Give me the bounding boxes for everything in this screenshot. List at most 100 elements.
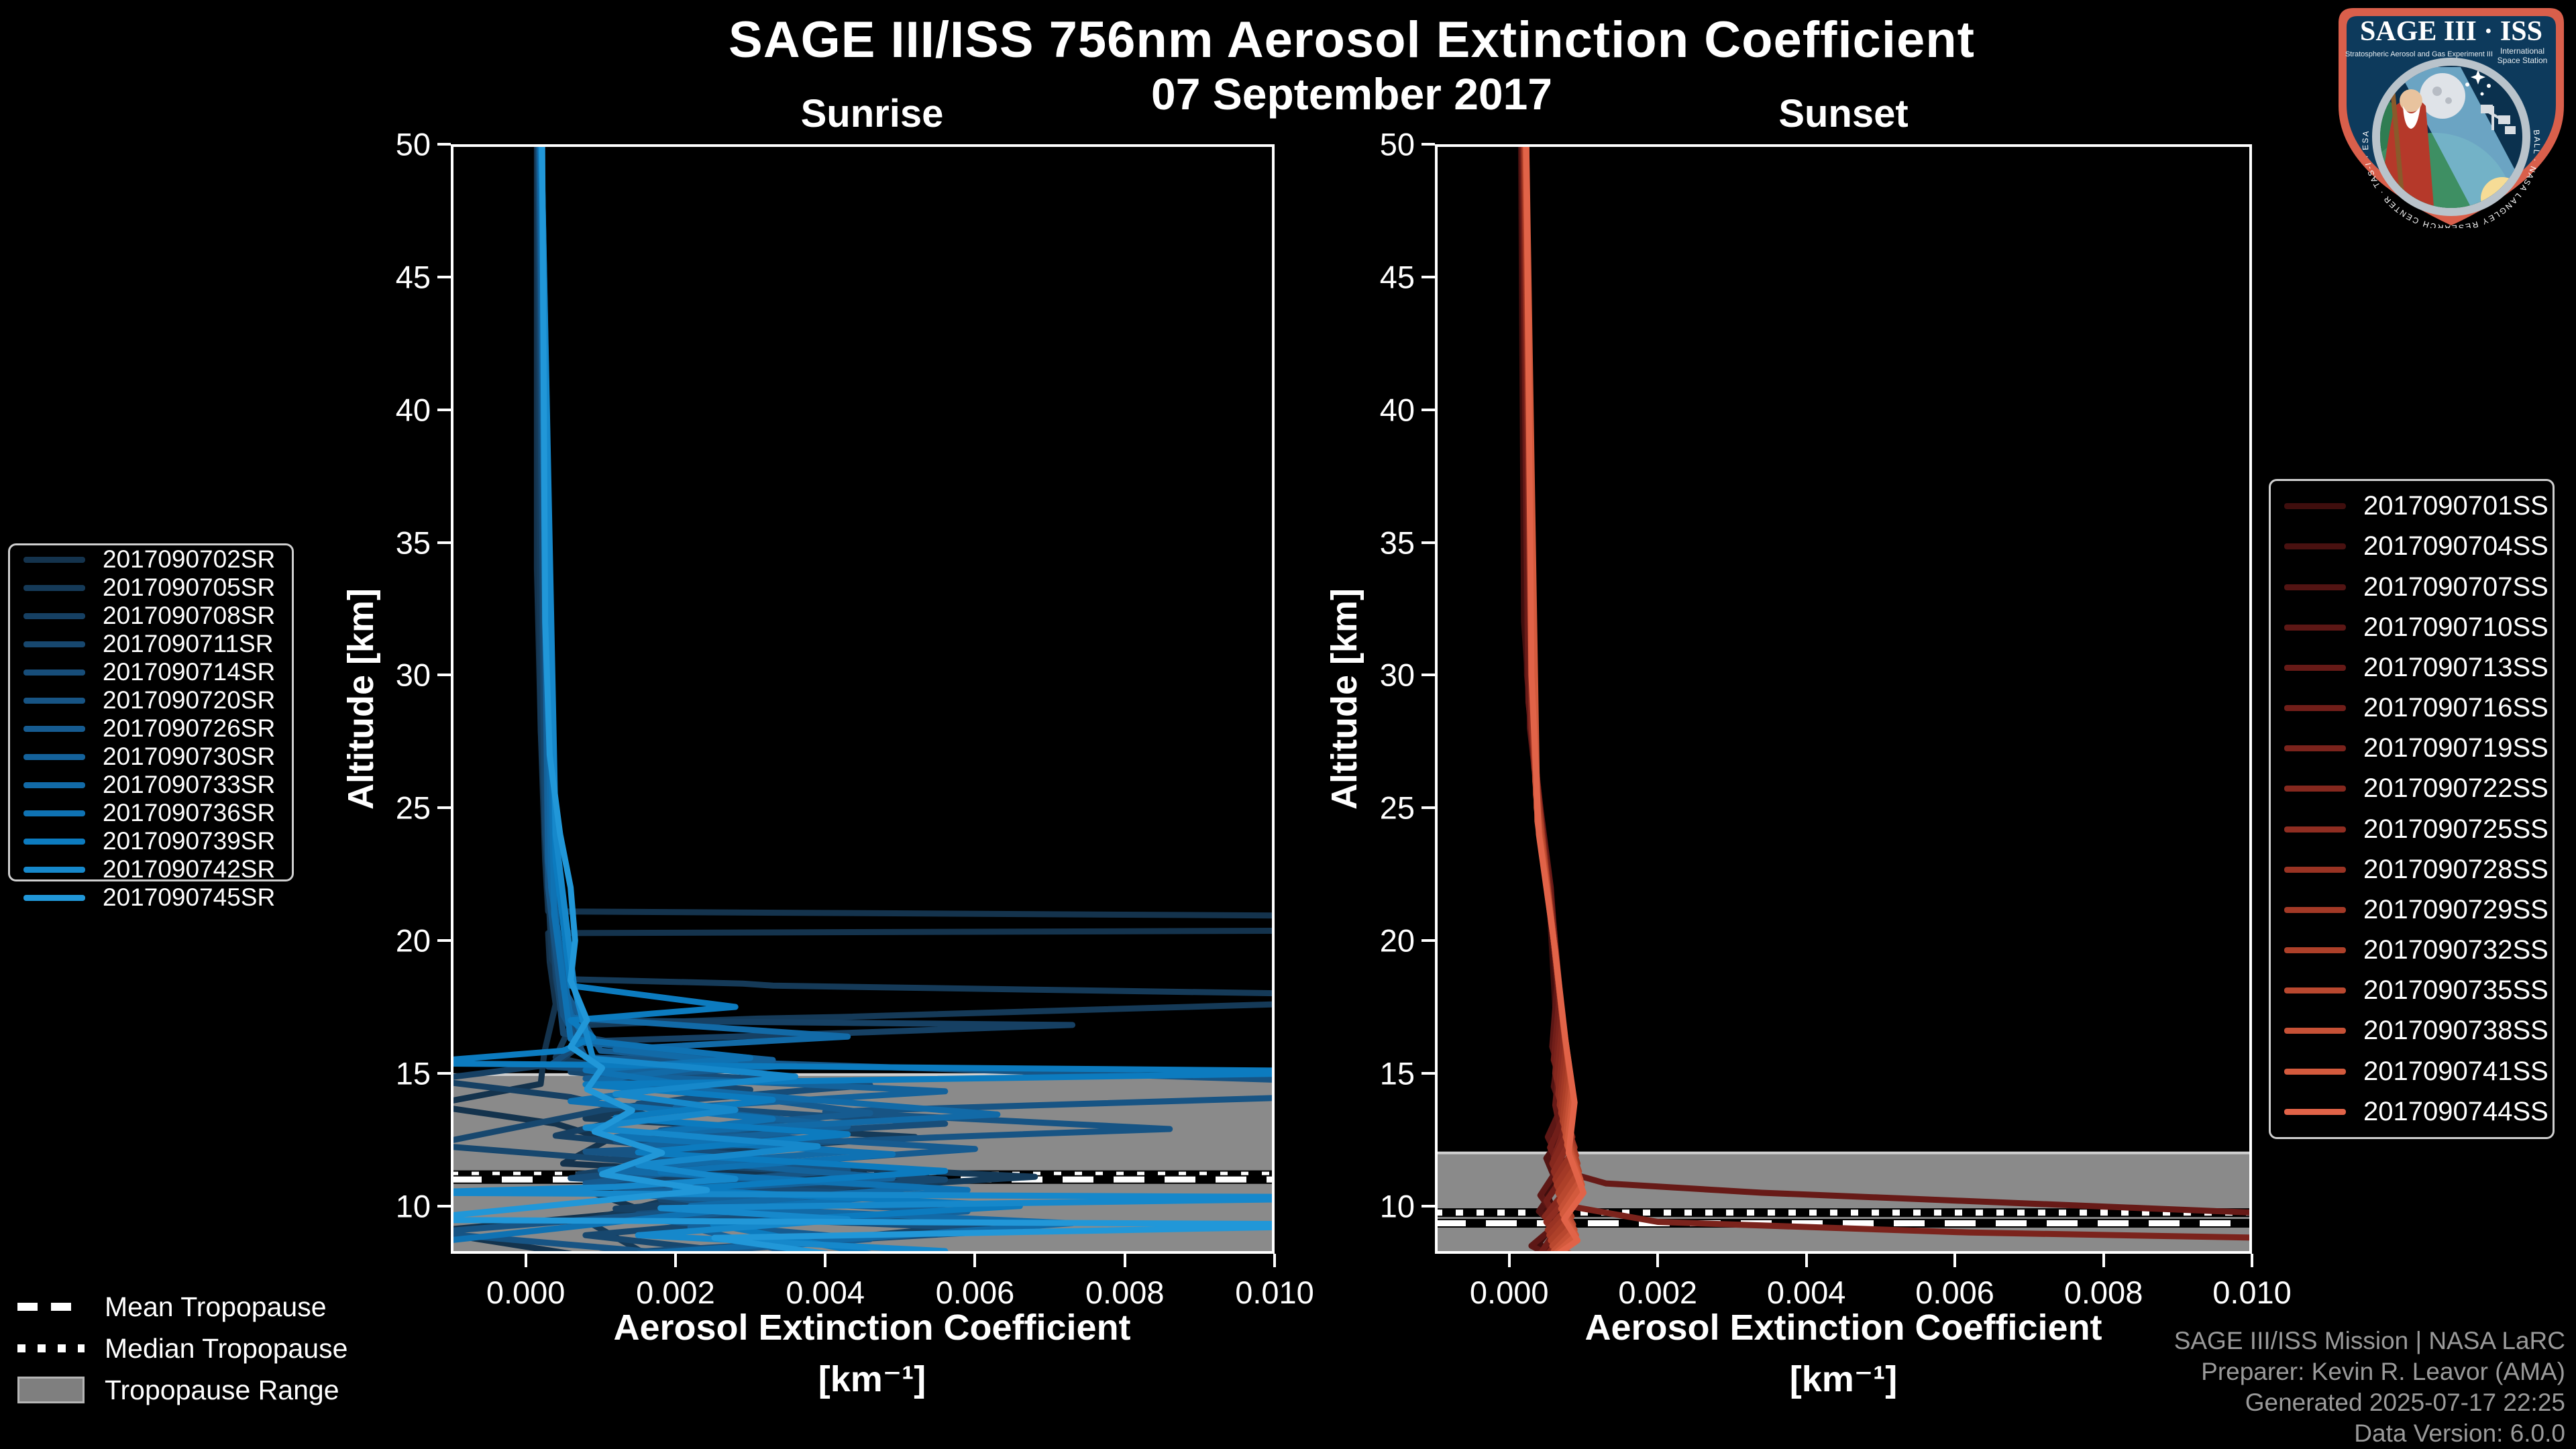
x-tick-mark xyxy=(2251,1254,2253,1267)
profile-2017090744SS xyxy=(1523,144,1587,1254)
legend-item: 2017090742SR xyxy=(10,855,292,883)
legend-label: 2017090745SR xyxy=(103,883,276,911)
legend-label: 2017090744SS xyxy=(2363,1096,2548,1126)
legend-line-swatch-icon xyxy=(23,556,85,563)
median-tropopause-line-icon xyxy=(17,1344,85,1352)
y-tick-label: 40 xyxy=(395,392,431,428)
y-tick-label: 15 xyxy=(1379,1055,1415,1091)
y-tick-label: 10 xyxy=(395,1188,431,1224)
legend-item: 2017090711SR xyxy=(10,630,292,658)
y-tick-label: 30 xyxy=(395,657,431,693)
footer-data-version: Data Version: 6.0.0 xyxy=(2354,1419,2565,1447)
legend-label: 2017090720SR xyxy=(103,686,276,714)
legend-item: 2017090710SS xyxy=(2271,612,2553,643)
moon-crater xyxy=(2432,87,2442,96)
moon-crater xyxy=(2445,97,2452,104)
legend-label: 2017090713SS xyxy=(2363,652,2548,682)
legend-item: 2017090725SS xyxy=(2271,814,2553,845)
y-tick-mark xyxy=(437,541,451,544)
legend-item: 2017090713SS xyxy=(2271,653,2553,683)
tropopause-legend: Mean Tropopause Median Tropopause Tropop… xyxy=(17,1291,347,1406)
x-axis-label-sunset: Aerosol Extinction Coefficient xyxy=(1585,1307,2102,1348)
legend-label: 2017090739SR xyxy=(103,827,276,855)
legend-label: 2017090708SR xyxy=(103,602,276,629)
x-tick-mark xyxy=(2102,1254,2105,1267)
y-tick-label: 45 xyxy=(1379,259,1415,295)
legend-item: 2017090707SS xyxy=(2271,572,2553,602)
y-tick-label: 50 xyxy=(395,126,431,162)
footer-preparer: Preparer: Kevin R. Leavor (AMA) xyxy=(2201,1358,2565,1385)
legend-line-swatch-icon xyxy=(2284,624,2346,631)
y-tick-mark xyxy=(1421,541,1435,544)
legend-item: 2017090729SS xyxy=(2271,895,2553,925)
legend-label: 2017090741SS xyxy=(2363,1056,2548,1086)
y-tick-mark xyxy=(1421,1204,1435,1208)
x-tick-label: 0.004 xyxy=(786,1275,865,1310)
legend-line-swatch-icon xyxy=(23,697,85,704)
patch-title: SAGE III · ISS xyxy=(2360,16,2542,47)
legend-item-tropopause-range: Tropopause Range xyxy=(17,1374,347,1406)
legend-label: 2017090728SS xyxy=(2363,854,2548,884)
x-tick-label: 0.006 xyxy=(935,1275,1015,1310)
x-axis-unit-sunrise: [km⁻¹] xyxy=(818,1359,926,1399)
legend-line-swatch-icon xyxy=(23,584,85,591)
legend-item-mean-tropopause: Mean Tropopause xyxy=(17,1291,347,1323)
tropopause-range-swatch-icon xyxy=(17,1377,85,1403)
x-tick-mark xyxy=(824,1254,827,1267)
legend-label: 2017090722SS xyxy=(2363,773,2548,804)
x-tick-mark xyxy=(1953,1254,1957,1267)
legend-label: 2017090711SR xyxy=(103,630,274,657)
legend-line-swatch-icon xyxy=(2284,543,2346,550)
legend-label: 2017090716SS xyxy=(2363,693,2548,723)
y-tick-mark xyxy=(437,275,451,278)
legend-label: 2017090701SS xyxy=(2363,491,2548,521)
axes-frame xyxy=(451,144,1275,1254)
legend-line-swatch-icon xyxy=(2284,786,2346,792)
legend-line-swatch-icon xyxy=(2284,947,2346,954)
y-tick-label: 35 xyxy=(1379,525,1415,561)
legend-item: 2017090704SS xyxy=(2271,531,2553,561)
profile-2017090742SR xyxy=(451,144,1275,1254)
legend-item-median-tropopause: Median Tropopause xyxy=(17,1332,347,1364)
y-tick-label: 35 xyxy=(395,525,431,561)
y-tick-mark xyxy=(1421,275,1435,278)
legend-label: 2017090730SR xyxy=(103,743,276,770)
legend-label: 2017090742SR xyxy=(103,855,276,883)
legend-line-swatch-icon xyxy=(2284,503,2346,510)
legend-line-swatch-icon xyxy=(2284,1028,2346,1034)
legend-item: 2017090722SS xyxy=(2271,773,2553,804)
x-tick-label: 0.002 xyxy=(636,1275,715,1310)
legend-label: 2017090735SS xyxy=(2363,975,2548,1006)
y-tick-label: 10 xyxy=(1379,1188,1415,1224)
legend-line-swatch-icon xyxy=(2284,1108,2346,1115)
legend-label: 2017090714SR xyxy=(103,658,276,686)
legend-line-swatch-icon xyxy=(23,753,85,760)
x-tick-label: 0.010 xyxy=(1235,1275,1314,1310)
y-tick-label: 20 xyxy=(395,922,431,959)
legend-label: 2017090705SR xyxy=(103,574,276,601)
y-tick-mark xyxy=(437,939,451,943)
y-tick-mark xyxy=(437,1071,451,1075)
legend-line-swatch-icon xyxy=(23,782,85,788)
x-tick-label: 0.006 xyxy=(1915,1275,1994,1310)
legend-sunset: 2017090701SS 2017090704SS 2017090707SS 2017… xyxy=(2269,479,2555,1139)
legend-item: 2017090741SS xyxy=(2271,1057,2553,1087)
legend-line-swatch-icon xyxy=(2284,664,2346,671)
legend-item: 2017090745SR xyxy=(10,883,292,912)
x-tick-mark xyxy=(674,1254,677,1267)
legend-item: 2017090738SS xyxy=(2271,1016,2553,1046)
y-tick-label: 30 xyxy=(1379,657,1415,693)
x-tick-label: 0.008 xyxy=(2063,1275,2143,1310)
patch-iss-icon xyxy=(2481,105,2516,134)
patch-subtitle-right2: Space Station xyxy=(2498,56,2548,65)
legend-item: 2017090705SR xyxy=(10,574,292,602)
x-tick-label: 0.000 xyxy=(1469,1275,1549,1310)
x-tick-mark xyxy=(1273,1254,1276,1267)
y-tick-label: 45 xyxy=(395,259,431,295)
legend-line-swatch-icon xyxy=(2284,584,2346,590)
legend-label: 2017090738SS xyxy=(2363,1016,2548,1046)
x-tick-mark xyxy=(1656,1254,1660,1267)
legend-label: 2017090707SS xyxy=(2363,572,2548,602)
profile-2017090713SS xyxy=(1519,144,2252,1216)
x-axis-unit-sunset: [km⁻¹] xyxy=(1789,1359,1898,1399)
